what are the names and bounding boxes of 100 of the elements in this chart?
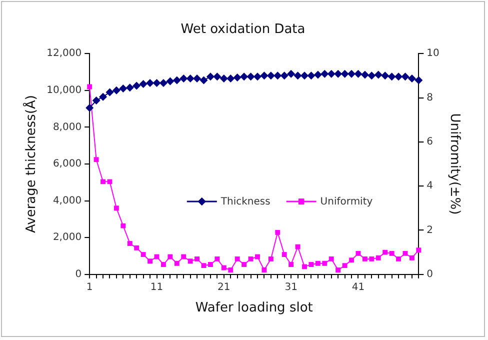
point xyxy=(349,258,354,263)
point xyxy=(106,88,114,96)
y2-tick-label: 2 xyxy=(426,224,434,236)
point xyxy=(288,262,294,267)
point xyxy=(307,72,316,80)
point xyxy=(221,265,226,270)
y2-tick-label: 6 xyxy=(426,136,434,148)
point xyxy=(172,76,181,84)
x-tick-label: 1 xyxy=(86,282,93,293)
point xyxy=(394,72,403,81)
point xyxy=(302,264,307,270)
point xyxy=(368,72,376,80)
point xyxy=(214,256,220,262)
point xyxy=(308,262,314,267)
point xyxy=(402,250,408,256)
point xyxy=(159,79,168,88)
point xyxy=(200,76,208,84)
point xyxy=(408,74,416,82)
point xyxy=(342,263,348,268)
point xyxy=(168,254,173,260)
point xyxy=(295,244,300,250)
point xyxy=(369,256,374,262)
point xyxy=(114,206,119,211)
point xyxy=(388,72,396,81)
y-tick-label: 12,000 xyxy=(46,48,82,60)
point xyxy=(401,72,410,81)
point xyxy=(340,70,349,78)
point xyxy=(356,250,361,256)
point xyxy=(382,250,388,255)
point xyxy=(140,252,146,258)
point xyxy=(274,72,282,80)
point xyxy=(255,254,260,260)
y-tick-label: 10,000 xyxy=(46,84,82,96)
point xyxy=(253,72,262,81)
point xyxy=(362,256,368,262)
point xyxy=(294,72,302,80)
y-tick-label: 6,000 xyxy=(52,158,82,170)
point xyxy=(127,241,132,246)
point xyxy=(275,230,280,235)
y2-tick-label: 0 xyxy=(426,268,434,280)
point xyxy=(328,256,334,262)
point xyxy=(314,70,322,79)
point xyxy=(381,72,390,80)
y2-tick-label: 10 xyxy=(426,48,440,60)
point xyxy=(376,255,381,260)
point xyxy=(86,104,94,112)
point xyxy=(180,74,188,82)
point xyxy=(354,70,362,78)
point xyxy=(181,254,186,260)
point xyxy=(152,79,161,88)
point xyxy=(233,74,242,82)
point xyxy=(112,86,120,94)
point xyxy=(336,268,341,272)
point xyxy=(99,92,108,101)
point xyxy=(94,157,99,162)
point xyxy=(206,72,214,81)
x-tick-label: 21 xyxy=(218,282,230,293)
point xyxy=(87,84,92,90)
point xyxy=(193,74,202,82)
x-axis-title: Wafer loading slot xyxy=(195,300,313,316)
point xyxy=(188,258,193,264)
point xyxy=(389,250,394,256)
point xyxy=(186,74,194,82)
y-tick-label: 8,000 xyxy=(52,122,82,133)
point xyxy=(126,84,134,92)
y2-tick-label: 4 xyxy=(426,180,434,192)
point xyxy=(174,260,180,266)
y-tick-label: 4,000 xyxy=(52,195,82,206)
point xyxy=(287,70,296,78)
point xyxy=(208,262,213,267)
legend-label: Thickness xyxy=(220,196,270,208)
point xyxy=(280,72,288,80)
point xyxy=(120,223,126,228)
point xyxy=(148,258,153,264)
point xyxy=(327,70,336,78)
legend-label: Uniformity xyxy=(320,196,373,208)
x-tick-label: 11 xyxy=(150,282,164,293)
point xyxy=(360,70,369,79)
point xyxy=(374,70,382,79)
y-tick-label: 2,000 xyxy=(52,232,82,244)
point xyxy=(134,245,140,250)
point xyxy=(100,179,106,184)
point xyxy=(220,74,228,82)
point xyxy=(260,72,268,80)
point xyxy=(266,72,275,80)
chart-title: Wet oxidation Data xyxy=(180,22,306,38)
point xyxy=(107,179,112,184)
point xyxy=(262,268,267,272)
point xyxy=(282,252,287,258)
point xyxy=(201,263,206,268)
point xyxy=(166,77,174,86)
point xyxy=(228,268,234,272)
point xyxy=(300,72,309,80)
x-tick-label: 31 xyxy=(284,282,298,293)
y2-tick-label: 8 xyxy=(426,92,434,104)
point xyxy=(194,256,200,262)
point xyxy=(322,260,328,266)
point xyxy=(396,256,401,262)
point xyxy=(268,256,274,262)
point xyxy=(146,79,154,88)
